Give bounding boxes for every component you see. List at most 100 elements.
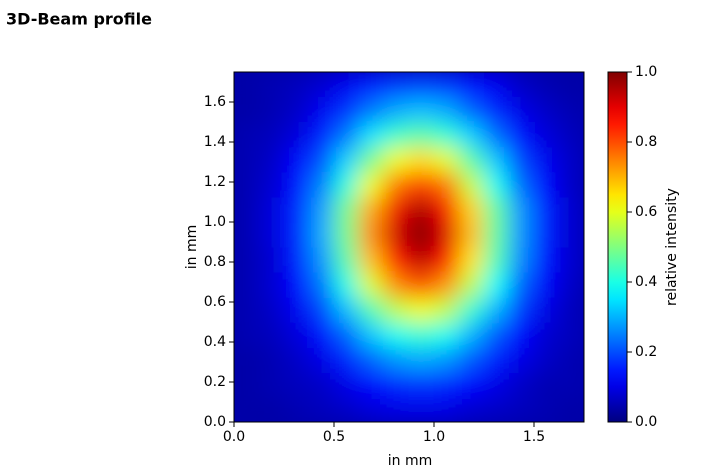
heatmap-cell (358, 321, 385, 348)
heatmap-cell (234, 296, 260, 323)
heatmap-cell (408, 96, 435, 123)
heatmap-cell (234, 246, 260, 273)
heatmap-cell (458, 121, 485, 148)
y-tick-label: 1.0 (204, 214, 226, 230)
heatmap-cell (358, 72, 385, 98)
heatmap-cell (433, 171, 460, 198)
heatmap-cell (358, 171, 385, 198)
heatmap-cell (333, 196, 360, 223)
heatmap-cell (433, 346, 460, 373)
heatmap-cell (234, 72, 260, 98)
heatmap-cell (234, 346, 260, 373)
heatmap-cell (283, 246, 310, 273)
heatmap-cell (234, 371, 260, 398)
y-tick-label: 1.4 (204, 134, 226, 150)
heatmap-cell (533, 346, 560, 373)
colorbar-tick-label: 1.0 (635, 64, 657, 80)
heatmap-cell (458, 396, 485, 422)
heatmap-cell (234, 121, 260, 148)
heatmap-cell (558, 346, 584, 373)
heatmap-cell (508, 221, 535, 248)
heatmap-cell (258, 221, 285, 248)
heatmap-cell (483, 296, 510, 323)
heatmap-cell (483, 396, 510, 422)
heatmap-cell (358, 396, 385, 422)
heatmap-cell (483, 121, 510, 148)
heatmap-cell (283, 296, 310, 323)
heatmap-cell (533, 146, 560, 173)
heatmap-cell (458, 296, 485, 323)
heatmap-cell (358, 121, 385, 148)
y-tick-label: 0.6 (204, 294, 226, 310)
heatmap-cell (333, 96, 360, 123)
heatmap-cell (483, 321, 510, 348)
heatmap-cell (408, 346, 435, 373)
colorbar-tick-label: 0.2 (635, 344, 657, 360)
heatmap-cell (458, 271, 485, 298)
heatmap-cell (258, 171, 285, 198)
heatmap-cell (533, 271, 560, 298)
heatmap-cell (308, 121, 335, 148)
heatmap-cell (308, 396, 335, 422)
heatmap-cell (383, 371, 410, 398)
heatmap-cell (234, 271, 260, 298)
y-tick-label: 0.8 (204, 254, 226, 270)
heatmap-cell (333, 271, 360, 298)
heatmap-cell (508, 321, 535, 348)
y-tick-label: 1.6 (204, 94, 226, 110)
heatmap-cell (383, 221, 410, 248)
colorbar-tick-label: 0.4 (635, 274, 657, 290)
heatmap-cell (383, 121, 410, 148)
heatmap-cell (458, 321, 485, 348)
heatmap-cell (383, 321, 410, 348)
heatmap-cell (358, 296, 385, 323)
heatmap-cell (383, 146, 410, 173)
heatmap-cell (408, 371, 435, 398)
heatmap-cell (383, 271, 410, 298)
colorbar-tick-label: 0.8 (635, 134, 657, 150)
heatmap-cell (408, 171, 435, 198)
heatmap-cell (383, 396, 410, 422)
heatmap-cell (234, 96, 260, 123)
heatmap-cell (458, 171, 485, 198)
heatmap-cell (458, 346, 485, 373)
heatmap-cell (234, 321, 260, 348)
heatmap-cell (533, 196, 560, 223)
heatmap-cell (458, 246, 485, 273)
heatmap-cell (358, 196, 385, 223)
heatmap-cell (333, 396, 360, 422)
heatmap-cell (283, 321, 310, 348)
plot-area (234, 72, 584, 422)
heatmap-cell (258, 96, 285, 123)
heatmap-cell (533, 221, 560, 248)
heatmap-cell (358, 271, 385, 298)
colorbar (607, 71, 628, 423)
heatmap-cell (333, 296, 360, 323)
heatmap-cell (508, 371, 535, 398)
heatmap-cell (283, 396, 310, 422)
heatmap-cell (308, 296, 335, 323)
heatmap-cell (358, 146, 385, 173)
heatmap-cell (333, 146, 360, 173)
heatmap-cell (483, 72, 510, 98)
heatmap-cell (558, 396, 584, 422)
heatmap-cell (358, 246, 385, 273)
heatmap-cell (558, 146, 584, 173)
heatmap-cell (333, 346, 360, 373)
heatmap-cell (483, 271, 510, 298)
heatmap-cell (558, 171, 584, 198)
page-title: 3D-Beam profile (6, 10, 152, 29)
heatmap-cell (558, 271, 584, 298)
heatmap-cell (483, 146, 510, 173)
heatmap-cell (558, 121, 584, 148)
heatmap-cells (234, 72, 584, 422)
heatmap-cell (258, 146, 285, 173)
heatmap-cell (383, 196, 410, 223)
heatmap-cell (333, 321, 360, 348)
heatmap-cell (483, 246, 510, 273)
heatmap-cell (483, 371, 510, 398)
heatmap-cell (258, 72, 285, 98)
heatmap-cell (283, 171, 310, 198)
y-axis-label: in mm (184, 225, 200, 270)
heatmap-cell (234, 396, 260, 422)
